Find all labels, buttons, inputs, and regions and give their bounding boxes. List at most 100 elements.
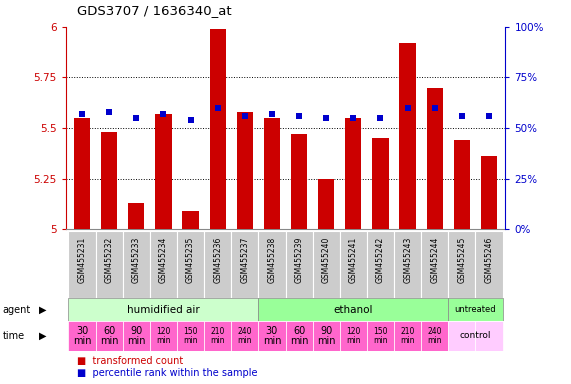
Text: 120
min: 120 min (346, 327, 361, 345)
Bar (394, 231, 421, 298)
Bar (231, 231, 258, 298)
Text: GSM455232: GSM455232 (104, 237, 114, 283)
Bar (427, 88, 443, 229)
Text: 90
min: 90 min (127, 326, 146, 346)
Text: GSM455239: GSM455239 (295, 237, 304, 283)
Bar (95, 231, 123, 298)
Bar (150, 321, 177, 351)
Point (484, 113, 493, 119)
Bar (155, 114, 171, 229)
Text: ■  transformed count: ■ transformed count (77, 356, 183, 366)
Point (430, 105, 439, 111)
Text: GSM455238: GSM455238 (267, 237, 276, 283)
Point (186, 117, 195, 123)
Bar (264, 118, 280, 229)
Bar (74, 118, 90, 229)
Bar (291, 134, 307, 229)
Text: humidified air: humidified air (127, 305, 200, 314)
Point (240, 113, 250, 119)
Text: 240
min: 240 min (428, 327, 442, 345)
Text: ▶: ▶ (39, 331, 46, 341)
Text: ethanol: ethanol (333, 305, 373, 314)
Text: GSM455242: GSM455242 (376, 237, 385, 283)
Bar (448, 321, 476, 351)
Text: 150
min: 150 min (183, 327, 198, 345)
Bar (340, 231, 367, 298)
Point (403, 105, 412, 111)
Bar (481, 156, 497, 229)
Point (132, 115, 141, 121)
Point (213, 105, 222, 111)
Bar (69, 231, 95, 298)
Text: GSM455236: GSM455236 (213, 237, 222, 283)
Text: GDS3707 / 1636340_at: GDS3707 / 1636340_at (77, 4, 232, 17)
Text: 30
min: 30 min (263, 326, 281, 346)
Bar (367, 321, 394, 351)
Bar (177, 321, 204, 351)
Text: 60
min: 60 min (100, 326, 118, 346)
Bar (313, 231, 340, 298)
Point (295, 113, 304, 119)
Text: GSM455231: GSM455231 (78, 237, 86, 283)
Point (321, 115, 331, 121)
Text: GSM455233: GSM455233 (132, 237, 140, 283)
Bar (367, 231, 394, 298)
Bar (340, 321, 367, 351)
Text: GSM455241: GSM455241 (349, 237, 358, 283)
Bar (394, 321, 421, 351)
Text: GSM455235: GSM455235 (186, 237, 195, 283)
Bar (258, 321, 286, 351)
Bar (372, 138, 389, 229)
Bar (476, 231, 502, 298)
Bar (286, 231, 313, 298)
Bar (421, 231, 448, 298)
Point (457, 113, 467, 119)
Bar (476, 321, 502, 351)
Bar (454, 140, 470, 229)
Text: agent: agent (3, 305, 31, 314)
Point (349, 115, 358, 121)
Point (267, 111, 276, 117)
Bar (345, 118, 361, 229)
Text: 240
min: 240 min (238, 327, 252, 345)
Text: GSM455234: GSM455234 (159, 237, 168, 283)
Bar (69, 298, 258, 321)
Bar (69, 321, 95, 351)
Bar (177, 231, 204, 298)
Bar (95, 321, 123, 351)
Text: 150
min: 150 min (373, 327, 388, 345)
Bar (204, 231, 231, 298)
Text: ▶: ▶ (39, 305, 46, 314)
Text: control: control (460, 331, 491, 341)
Bar (313, 321, 340, 351)
Bar (231, 321, 258, 351)
Bar (123, 231, 150, 298)
Text: time: time (3, 331, 25, 341)
Bar (204, 321, 231, 351)
Bar (400, 43, 416, 229)
Point (376, 115, 385, 121)
Bar (448, 298, 502, 321)
Text: untreated: untreated (455, 305, 496, 314)
Bar (448, 231, 476, 298)
Bar (128, 203, 144, 229)
Text: 120
min: 120 min (156, 327, 171, 345)
Point (78, 111, 87, 117)
Text: 210
min: 210 min (210, 327, 225, 345)
Text: GSM455237: GSM455237 (240, 237, 250, 283)
Text: GSM455240: GSM455240 (321, 237, 331, 283)
Text: GSM455244: GSM455244 (431, 237, 439, 283)
Text: 60
min: 60 min (290, 326, 308, 346)
Text: GSM455245: GSM455245 (457, 237, 467, 283)
Point (159, 111, 168, 117)
Bar (150, 231, 177, 298)
Text: 90
min: 90 min (317, 326, 335, 346)
Text: ■  percentile rank within the sample: ■ percentile rank within the sample (77, 367, 258, 377)
Text: 30
min: 30 min (73, 326, 91, 346)
Text: GSM455246: GSM455246 (485, 237, 493, 283)
Text: GSM455243: GSM455243 (403, 237, 412, 283)
Bar (318, 179, 335, 229)
Text: 210
min: 210 min (400, 327, 415, 345)
Bar (258, 231, 286, 298)
Bar (421, 321, 448, 351)
